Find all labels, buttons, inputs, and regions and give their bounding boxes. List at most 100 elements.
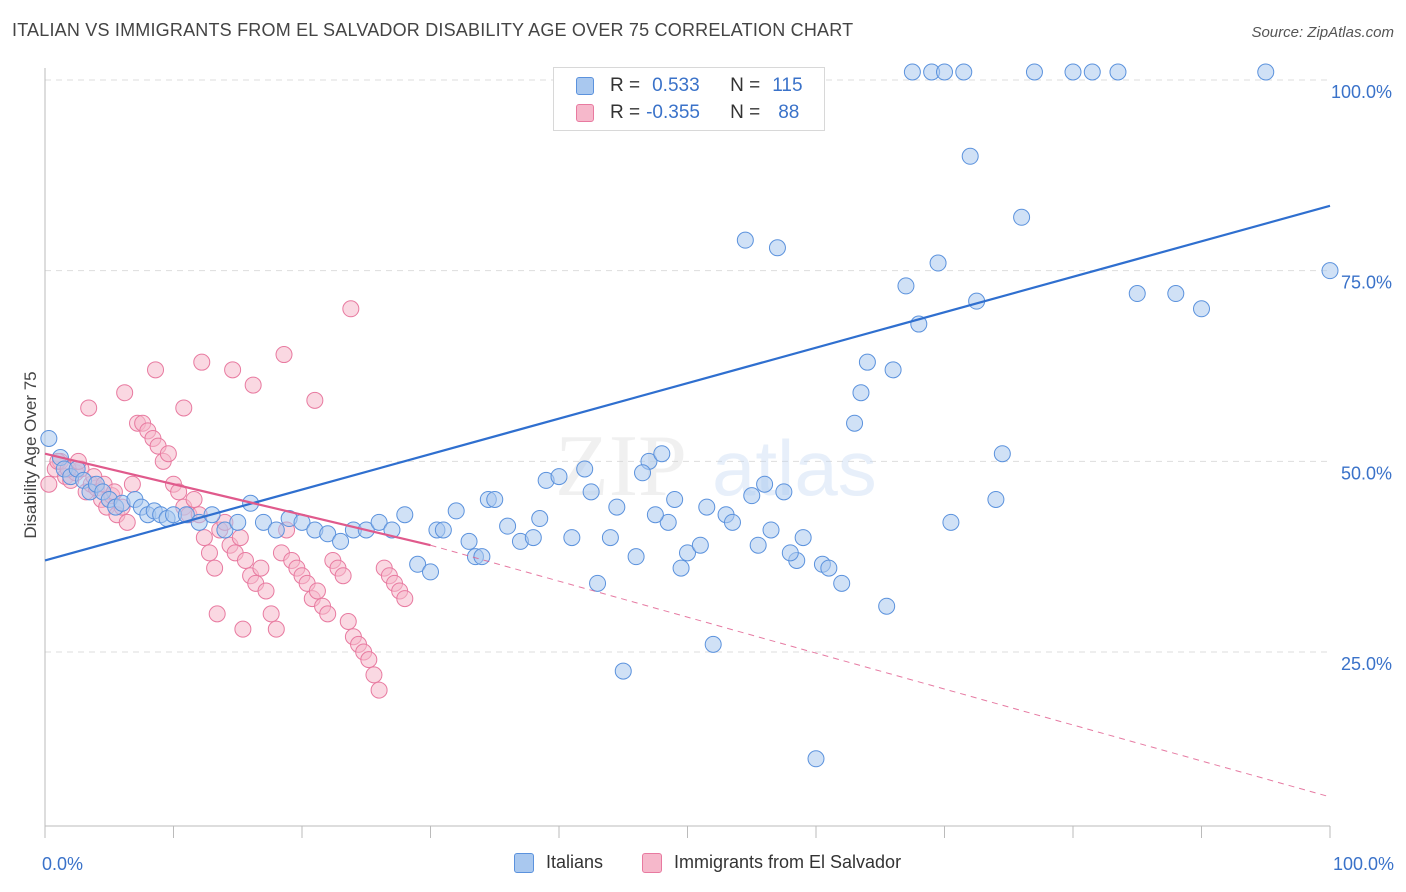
n-label: N = (730, 102, 761, 123)
x-tick-label-0: 0.0% (42, 854, 83, 874)
el-salvador-point-32 (206, 559, 224, 577)
el-salvador-swatch (576, 104, 594, 122)
el-salvador-point-79 (342, 300, 360, 318)
watermark-atlas: atlas (712, 424, 877, 512)
el-salvador-point-78 (306, 391, 324, 409)
series-el-salvador-points (40, 300, 414, 699)
italians-point-57 (614, 662, 632, 680)
italians-point-64 (691, 536, 709, 554)
italians-point-112 (762, 521, 780, 539)
italians-point-90 (749, 536, 767, 554)
stats-row-italians: R = 0.533 N = 115 (576, 74, 803, 98)
trend-lines (44, 204, 1331, 798)
el-salvador-point-74 (193, 353, 211, 371)
el-salvador-point-75 (224, 361, 242, 379)
italians-point-94 (852, 384, 870, 402)
italians-point-89 (1321, 262, 1339, 280)
italians-point-76 (878, 597, 896, 615)
y-tick-label-50: 50.0% (1341, 463, 1392, 483)
watermark: ZIP atlas (555, 418, 877, 515)
x-tick-label-100: 100.0% (1333, 854, 1394, 874)
el-salvador-point-37 (231, 529, 249, 547)
italians-point-111 (723, 513, 741, 531)
el-salvador-point-62 (360, 651, 378, 669)
italians-point-105 (582, 483, 600, 501)
italians-point-61 (659, 513, 677, 531)
el-salvador-point-15 (118, 513, 136, 531)
italians-point-67 (736, 231, 754, 249)
r-value: 0.533 (652, 75, 700, 96)
r-label: R = (610, 75, 641, 96)
el-salvador-point-76 (244, 376, 262, 394)
italians-point-88 (1257, 63, 1275, 81)
el-salvador-legend-swatch (642, 852, 662, 873)
italians-point-100 (987, 490, 1005, 508)
italians-point-75 (858, 353, 876, 371)
el-salvador-point-25 (170, 483, 188, 501)
italians-point-107 (634, 464, 652, 482)
italians-point-23 (229, 513, 247, 531)
italians-point-74 (846, 414, 864, 432)
italians-point-93 (820, 559, 838, 577)
italians-point-63 (679, 544, 696, 562)
italians-point-73 (833, 574, 851, 592)
legend-label-el-salvador: Immigrants from El Salvador (674, 852, 902, 872)
italians-point-54 (576, 460, 594, 478)
el-salvador-point-63 (365, 666, 383, 684)
italians-point-87 (1109, 63, 1127, 81)
series-italians-points (40, 63, 1339, 768)
y-axis-label: Disability Age Over 75 (21, 371, 40, 538)
chart-title: ITALIAN VS IMMIGRANTS FROM EL SALVADOR D… (12, 20, 854, 40)
legend-item-italians[interactable]: Italians (514, 852, 603, 873)
n-value: 115 (772, 75, 803, 96)
italians-point-53 (563, 529, 581, 547)
italians-point-41 (447, 502, 465, 520)
el-salvador-point-73 (175, 399, 193, 417)
italians-point-58 (627, 548, 645, 566)
el-salvador-point-28 (185, 490, 203, 508)
italians-point-22 (216, 521, 234, 539)
italians-point-77 (897, 277, 915, 295)
italians-point-49 (524, 529, 542, 547)
italians-point-68 (743, 487, 761, 505)
el-salvador-point-43 (262, 605, 280, 623)
italians-point-109 (666, 490, 684, 508)
italians-point-95 (884, 361, 902, 379)
el-salvador-point-70 (80, 399, 98, 417)
el-salvador-point-77 (275, 346, 293, 364)
n-label: N = (730, 75, 761, 96)
italians-point-98 (942, 513, 960, 531)
el-salvador-trend-line (44, 452, 431, 547)
axes (44, 68, 1331, 838)
italians-point-78 (903, 63, 921, 81)
italians-point-26 (267, 521, 285, 539)
bottom-legend: Italians Immigrants from El Salvador (0, 852, 1406, 878)
italians-point-40 (434, 521, 452, 539)
italians-point-81 (955, 63, 973, 81)
el-salvador-point-71 (116, 384, 134, 402)
y-tick-label-25: 25.0% (1341, 654, 1392, 674)
italians-point-52 (550, 468, 568, 486)
el-salvador-point-86 (208, 605, 226, 623)
italians-point-70 (768, 239, 786, 257)
el-salvador-point-31 (200, 544, 218, 562)
el-salvador-point-69 (396, 590, 414, 608)
italians-point-46 (486, 490, 504, 508)
italians-point-102 (1128, 285, 1146, 303)
legend-item-el-salvador[interactable]: Immigrants from El Salvador (642, 852, 901, 873)
italians-point-103 (1167, 285, 1185, 303)
italians-point-65 (704, 635, 722, 653)
italians-swatch (576, 77, 594, 95)
italians-point-80 (936, 63, 953, 81)
italians-point-110 (698, 498, 716, 516)
italians-point-56 (601, 529, 619, 547)
italians-point-86 (1083, 63, 1101, 81)
italians-point-55 (589, 574, 607, 592)
italians-point-42 (460, 532, 478, 550)
stats-legend: R = 0.533 N = 115 R = -0.355 N = 88 (553, 67, 825, 131)
italians-point-106 (608, 498, 626, 516)
italians-point-47 (499, 517, 517, 535)
el-salvador-point-42 (257, 582, 275, 600)
italians-point-82 (961, 147, 979, 165)
